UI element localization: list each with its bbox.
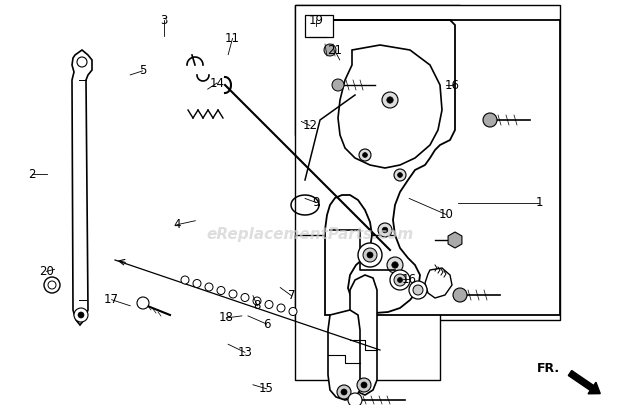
Circle shape [332,79,344,91]
Text: 1: 1 [536,196,543,209]
Circle shape [253,297,261,305]
Circle shape [277,304,285,312]
Polygon shape [350,275,377,395]
Circle shape [289,307,297,315]
Text: 4: 4 [173,218,180,231]
Circle shape [367,252,373,258]
Text: 16: 16 [402,273,417,286]
Text: 5: 5 [139,64,146,77]
Circle shape [78,312,84,318]
Circle shape [394,274,406,286]
Text: 20: 20 [39,265,54,278]
Circle shape [387,257,403,273]
Circle shape [378,223,392,237]
Text: eReplacementParts.com: eReplacementParts.com [206,228,414,243]
Polygon shape [338,45,442,168]
Text: 3: 3 [161,14,168,27]
FancyArrow shape [569,371,600,394]
Text: 15: 15 [259,382,274,395]
Text: 12: 12 [303,119,317,132]
Circle shape [382,92,398,108]
Polygon shape [325,20,560,315]
Circle shape [241,294,249,301]
Circle shape [181,276,189,284]
Polygon shape [328,310,360,400]
Text: 11: 11 [225,32,240,45]
Circle shape [74,308,88,322]
Circle shape [390,270,410,290]
Circle shape [409,281,427,299]
Circle shape [413,285,423,295]
Text: 14: 14 [210,77,224,90]
Circle shape [341,389,347,395]
Circle shape [394,169,406,181]
Circle shape [397,173,402,177]
Text: 19: 19 [309,14,324,27]
Text: 2: 2 [29,168,36,181]
Bar [295,5,560,320]
Circle shape [392,262,398,268]
Polygon shape [72,50,92,325]
Circle shape [387,97,393,103]
Text: 9: 9 [312,196,320,209]
Polygon shape [448,232,462,248]
Circle shape [217,286,225,294]
Circle shape [205,283,213,291]
Circle shape [137,297,149,309]
Circle shape [44,277,60,293]
Text: 17: 17 [104,293,119,306]
Text: FR.: FR. [537,362,560,375]
Circle shape [265,301,273,309]
Text: 16: 16 [445,79,460,92]
Circle shape [397,277,402,283]
Circle shape [483,113,497,127]
Circle shape [324,44,336,56]
Circle shape [363,248,377,262]
Text: 18: 18 [219,311,234,324]
Circle shape [361,382,367,388]
Circle shape [359,149,371,161]
Circle shape [357,378,371,392]
Polygon shape [425,268,452,298]
Circle shape [77,57,87,67]
Text: 7: 7 [288,289,295,302]
Circle shape [229,290,237,298]
Text: 21: 21 [327,44,342,57]
Bar [295,235,440,380]
Bar [295,5,460,135]
Circle shape [337,385,351,399]
Circle shape [453,288,467,302]
Text: 8: 8 [254,299,261,312]
Text: 6: 6 [263,318,270,330]
Circle shape [358,243,382,267]
Text: 13: 13 [237,346,252,359]
Text: 10: 10 [439,208,454,221]
Circle shape [193,279,201,288]
Circle shape [363,153,368,158]
Bar [305,15,333,37]
Circle shape [48,281,56,289]
Circle shape [348,393,362,405]
Circle shape [382,227,388,233]
